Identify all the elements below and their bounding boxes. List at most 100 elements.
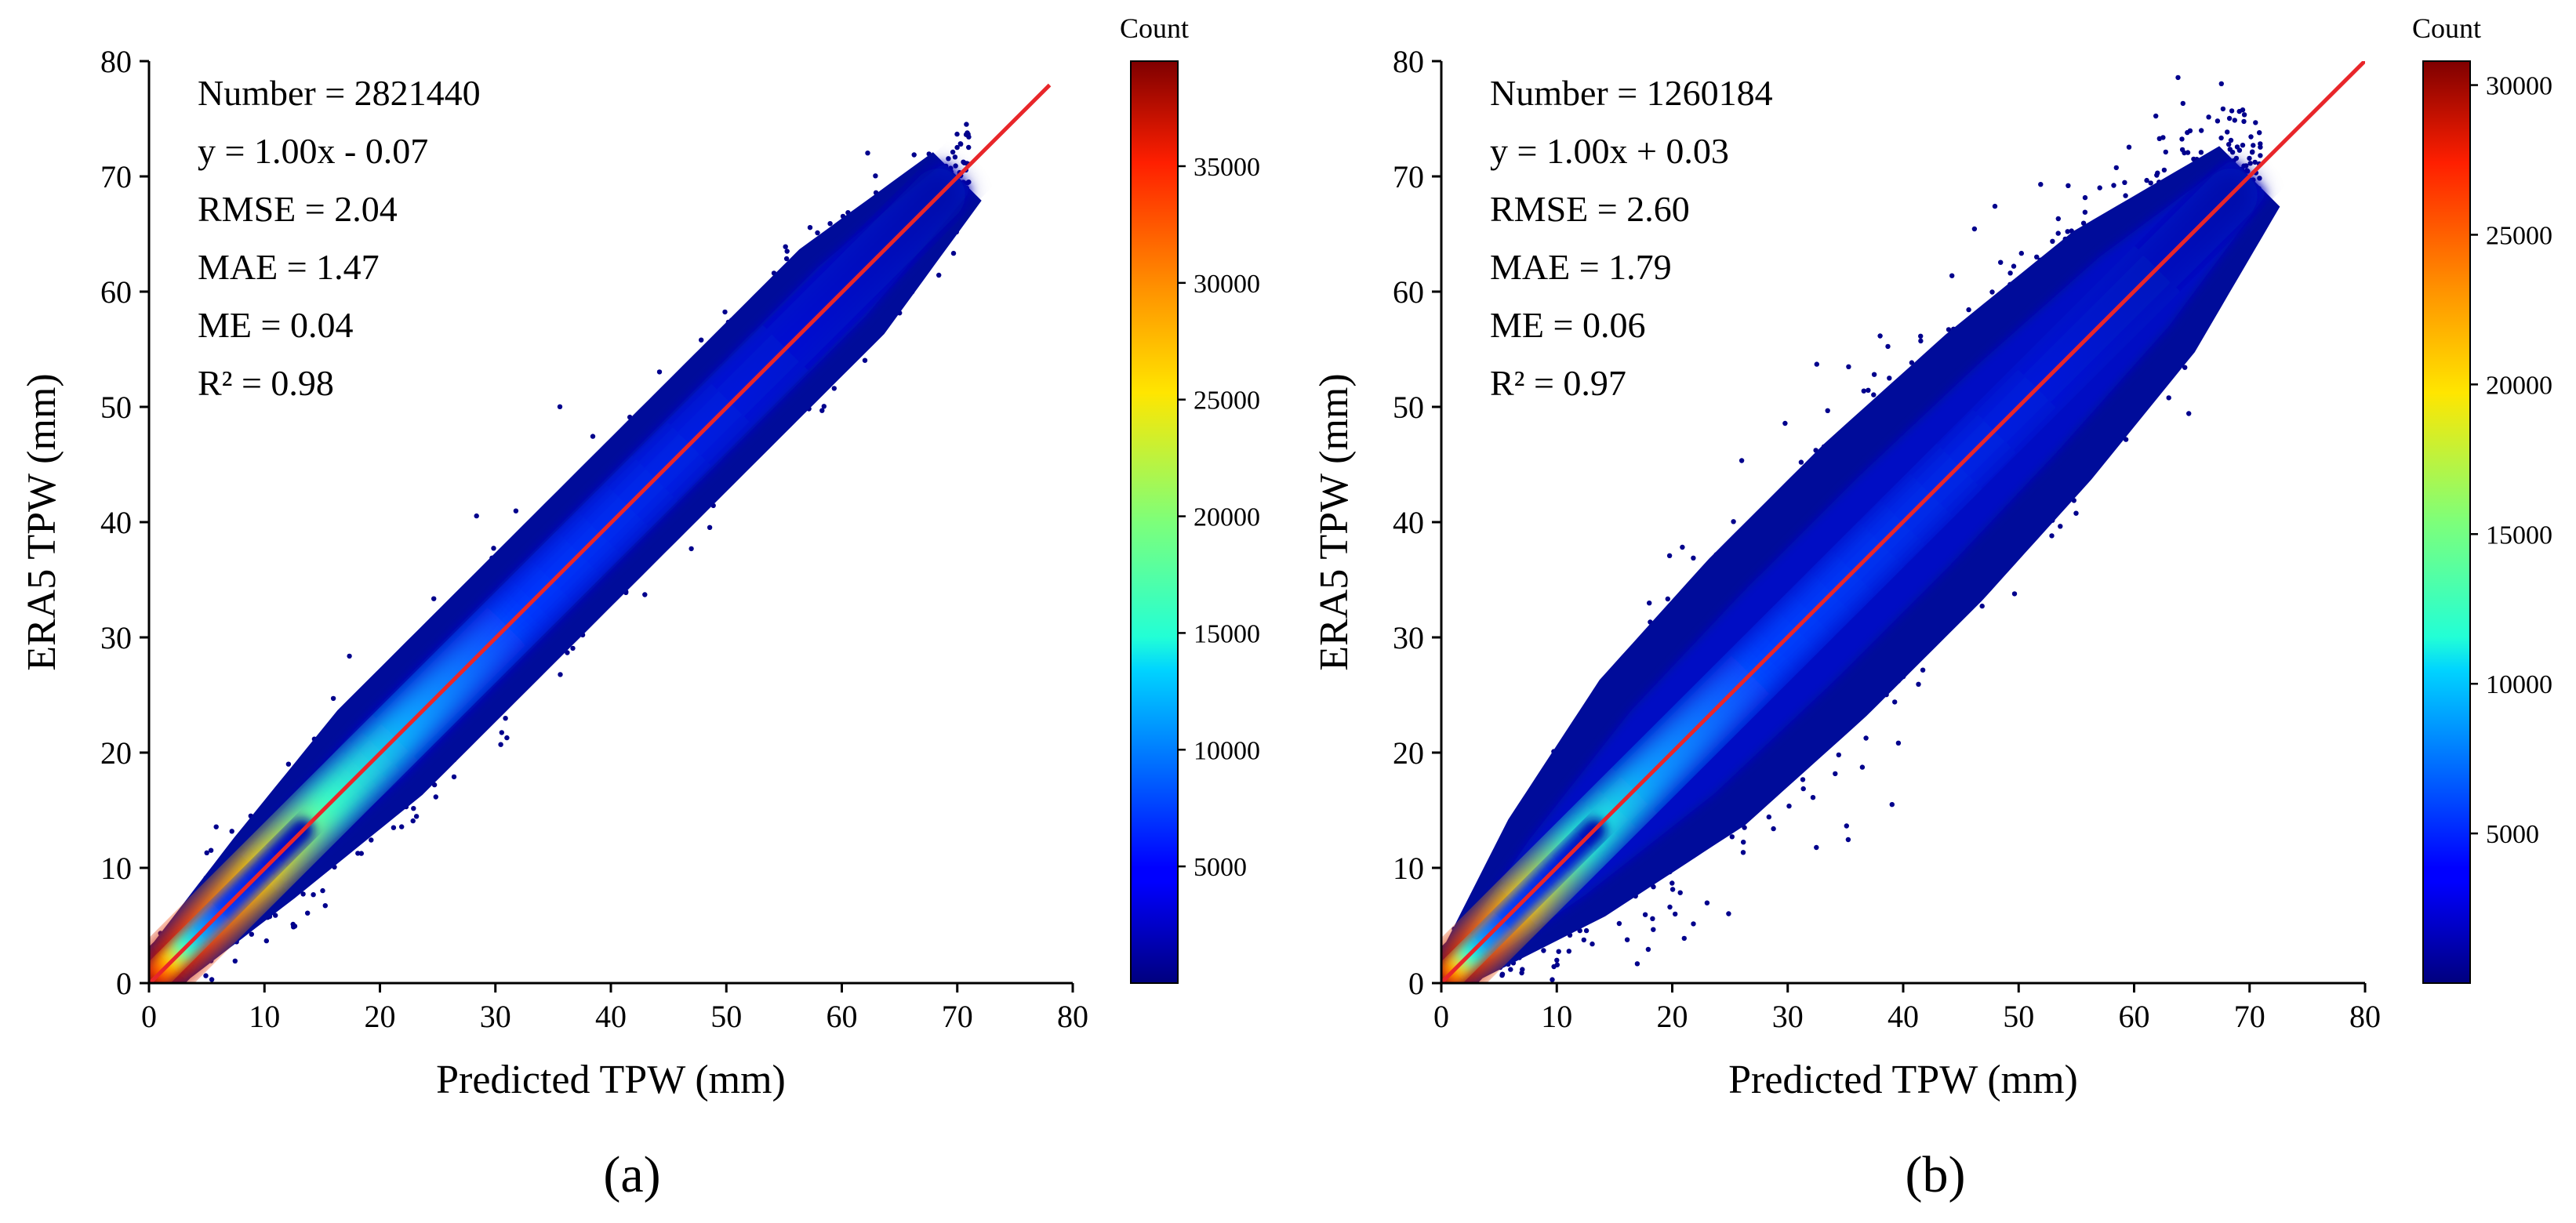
x-tick-label: 40 [595, 999, 627, 1034]
scatter-point [1667, 904, 1673, 910]
scatter-point [1634, 961, 1640, 967]
scatter-point [249, 931, 254, 937]
panel-label: (b) [1906, 1146, 1966, 1203]
scatter-point [2257, 130, 2262, 136]
scatter-point [2191, 156, 2196, 162]
scatter-point [2163, 149, 2168, 155]
stats-line: Number = 2821440 [198, 73, 481, 113]
scatter-point [2218, 135, 2224, 141]
scatter-point [950, 149, 956, 155]
stats-line: Number = 1260184 [1490, 73, 1773, 113]
scatter-point [1616, 920, 1622, 927]
scatter-point [1731, 519, 1736, 524]
scatter-point [232, 958, 238, 964]
scatter-point [827, 221, 833, 227]
scatter-point [2082, 194, 2088, 201]
scatter-point [1666, 553, 1673, 558]
scatter-point [320, 887, 325, 894]
scatter-point [1550, 977, 1555, 982]
scatter-point [689, 546, 694, 552]
scatter-point [1766, 814, 1771, 820]
scatter-point [807, 225, 813, 230]
colorbar-tick-label: 10000 [1194, 736, 1260, 765]
scatter-point [2007, 270, 2013, 276]
point-cloud [149, 83, 1052, 983]
scatter-point [2161, 167, 2167, 173]
scatter-point [2198, 150, 2204, 155]
scatter-point [590, 434, 596, 439]
fit-line [149, 83, 1052, 983]
scatter-point [369, 837, 374, 843]
scatter-point [2241, 118, 2247, 125]
scatter-point [1642, 912, 1648, 917]
scatter-point [2240, 107, 2246, 113]
scatter-point [936, 272, 942, 278]
y-axis-label: ERA5 TPW (mm) [1312, 373, 1357, 670]
scatter-point [1786, 804, 1792, 809]
scatter-point [1508, 967, 1513, 972]
scatter-point [491, 546, 496, 551]
y-tick-label: 40 [100, 505, 132, 540]
scatter-point [2122, 180, 2127, 185]
scatter-point [1566, 949, 1572, 954]
scatter-point [946, 156, 951, 161]
scatter-point [557, 404, 563, 409]
scatter-point [2229, 108, 2235, 114]
scatter-point [784, 249, 790, 254]
scatter-point [1814, 361, 1819, 367]
scatter-point [300, 891, 306, 897]
scatter-point [2038, 182, 2044, 187]
scatter-point [1581, 937, 1587, 943]
scatter-point [322, 903, 328, 909]
scatter-point [964, 122, 969, 127]
scatter-point [499, 730, 504, 735]
scatter-point [1895, 740, 1902, 746]
scatter-point [2236, 147, 2243, 153]
x-tick-label: 30 [1772, 999, 1804, 1034]
scatter-point [961, 159, 966, 165]
scatter-point [410, 818, 416, 824]
scatter-point [2126, 144, 2132, 150]
y-tick-label: 30 [1393, 620, 1424, 655]
stats-line: y = 1.00x + 0.03 [1490, 131, 1729, 171]
y-tick-label: 60 [1393, 274, 1424, 310]
scatter-point [2011, 263, 2017, 269]
scatter-point [954, 131, 960, 137]
scatter-point [1846, 364, 1851, 369]
scatter-point [347, 653, 352, 659]
scatter-point [2011, 591, 2018, 597]
scatter-point [2097, 185, 2102, 191]
scatter-point [1556, 949, 1561, 954]
stats-line: MAE = 1.47 [198, 247, 380, 287]
stats-line: RMSE = 2.04 [198, 189, 398, 229]
scatter-point [1866, 387, 1871, 393]
panel-a: 0 10 20 30 40 50 60 70 80 0 10 20 30 40 50 60 70 80 Predic… [20, 13, 1260, 1203]
y-tick-label: 10 [1393, 851, 1424, 886]
y-tick-label: 0 [1408, 966, 1424, 1001]
scatter-point [783, 256, 790, 262]
colorbar-tick-label: 5000 [1194, 853, 1247, 882]
scatter-point [2227, 147, 2233, 152]
scatter-point [1833, 771, 1838, 777]
y-tick-label: 20 [100, 735, 132, 771]
scatter-point [2220, 106, 2226, 112]
x-tick-label: 80 [1057, 999, 1088, 1034]
scatter-point [2251, 143, 2256, 148]
scatter-point [1814, 844, 1819, 851]
scatter-point [1889, 801, 1895, 807]
scatter-point [358, 851, 364, 856]
scatter-point [558, 672, 563, 677]
scatter-point [1669, 887, 1676, 892]
scatter-point [2226, 142, 2232, 147]
scatter-point [1741, 840, 1746, 845]
scatter-point [2241, 112, 2247, 118]
scatter-point [1782, 420, 1788, 426]
scatter-point [311, 892, 316, 898]
scatter-point [1971, 226, 1978, 232]
stats-line: RMSE = 2.60 [1490, 189, 1690, 229]
scatter-point [2182, 365, 2188, 370]
scatter-point [2218, 81, 2224, 87]
scatter-point [2055, 216, 2061, 222]
